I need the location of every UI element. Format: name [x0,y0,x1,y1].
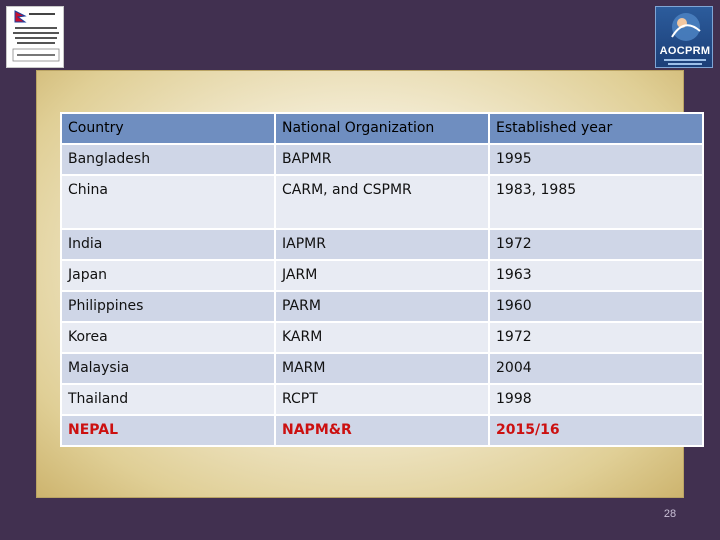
top-band [0,0,720,72]
table-header-row: Country National Organization Establishe… [60,112,704,145]
cell-year: 1998 [488,383,704,416]
cell-year: 1972 [488,228,704,261]
cell-organization: PARM [274,290,490,323]
aocprm-brand-text: AOCPRM [659,45,711,57]
cell-country: China [60,174,276,230]
table-row: India IAPMR 1972 [60,228,704,261]
cell-country: Korea [60,321,276,354]
cell-year: 2004 [488,352,704,385]
cell-year: 1960 [488,290,704,323]
cell-country: NEPAL [60,414,276,447]
cell-organization: KARM [274,321,490,354]
cell-organization: BAPMR [274,143,490,176]
cell-country: Japan [60,259,276,292]
table-row: Thailand RCPT 1998 [60,383,704,416]
organizations-table: Country National Organization Establishe… [60,112,704,447]
cell-year: 2015/16 [488,414,704,447]
cell-year: 1972 [488,321,704,354]
cell-year: 1983, 1985 [488,174,704,230]
table-row: Japan JARM 1963 [60,259,704,292]
table-row-highlight: NEPAL NAPM&R 2015/16 [60,414,704,447]
cell-country: India [60,228,276,261]
cell-organization: IAPMR [274,228,490,261]
cell-organization: NAPM&R [274,414,490,447]
header-country: Country [60,112,276,145]
header-established-year: Established year [488,112,704,145]
cell-organization: CARM, and CSPMR [274,174,490,230]
cell-country: Malaysia [60,352,276,385]
table-row: Bangladesh BAPMR 1995 [60,143,704,176]
table-row: China CARM, and CSPMR 1983, 1985 [60,174,704,230]
aocprm-logo: AOCPRM [655,6,713,68]
cell-organization: RCPT [274,383,490,416]
nepal-academy-logo [6,6,64,68]
cell-country: Philippines [60,290,276,323]
page-number: 28 [663,508,677,520]
header-national-organization: National Organization [274,112,490,145]
table-row: Korea KARM 1972 [60,321,704,354]
cell-year: 1995 [488,143,704,176]
table-row: Malaysia MARM 2004 [60,352,704,385]
cell-country: Bangladesh [60,143,276,176]
cell-organization: MARM [274,352,490,385]
cell-country: Thailand [60,383,276,416]
table-row: Philippines PARM 1960 [60,290,704,323]
cell-year: 1963 [488,259,704,292]
cell-organization: JARM [274,259,490,292]
